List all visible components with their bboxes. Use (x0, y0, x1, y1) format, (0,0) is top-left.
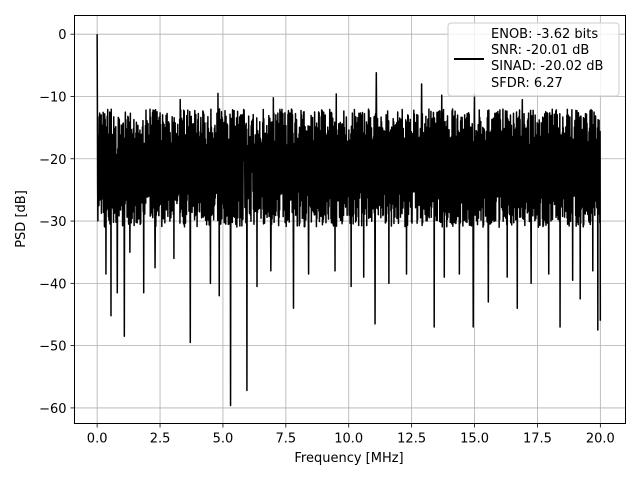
x-axis-label: Frequency [MHz] (294, 451, 403, 466)
y-tick-label: 0 (58, 28, 66, 43)
x-tick-label: 5.0 (213, 432, 234, 447)
axis-ticks: 0.0 2.5 5.0 7.5 10.0 12.5 15.0 17.5 20.0 0 −10 −20 −… (39, 28, 615, 446)
plot-frame (74, 15, 626, 424)
y-tick-label: −60 (39, 402, 66, 417)
x-tick-label: 7.5 (275, 432, 296, 447)
y-axis-label: PSD [dB] (14, 190, 29, 248)
x-tick-label: 10.0 (334, 432, 363, 447)
y-tick-label: −40 (39, 277, 66, 292)
y-tick-label: −10 (39, 90, 66, 105)
legend-sfdr: SFDR: 6.27 (491, 76, 563, 91)
y-tick-label: −50 (39, 340, 66, 355)
x-tick-label: 12.5 (397, 432, 426, 447)
x-tick-label: 17.5 (523, 432, 552, 447)
legend: ENOB: -3.62 bits SNR: -20.01 dB SINAD: -… (447, 22, 620, 97)
y-tick-label: −30 (39, 215, 66, 230)
x-tick-label: 15.0 (460, 432, 489, 447)
psd-series (96, 34, 602, 407)
x-tick-label: 20.0 (586, 432, 615, 447)
legend-box (447, 22, 620, 97)
x-tick-label: 0.0 (87, 432, 108, 447)
legend-sinad: SINAD: -20.02 dB (491, 59, 603, 74)
x-tick-label: 2.5 (150, 432, 171, 447)
psd-line (96, 34, 602, 407)
y-tick-label: −20 (39, 153, 66, 168)
legend-snr: SNR: -20.01 dB (491, 43, 589, 58)
legend-enob: ENOB: -3.62 bits (491, 27, 598, 42)
